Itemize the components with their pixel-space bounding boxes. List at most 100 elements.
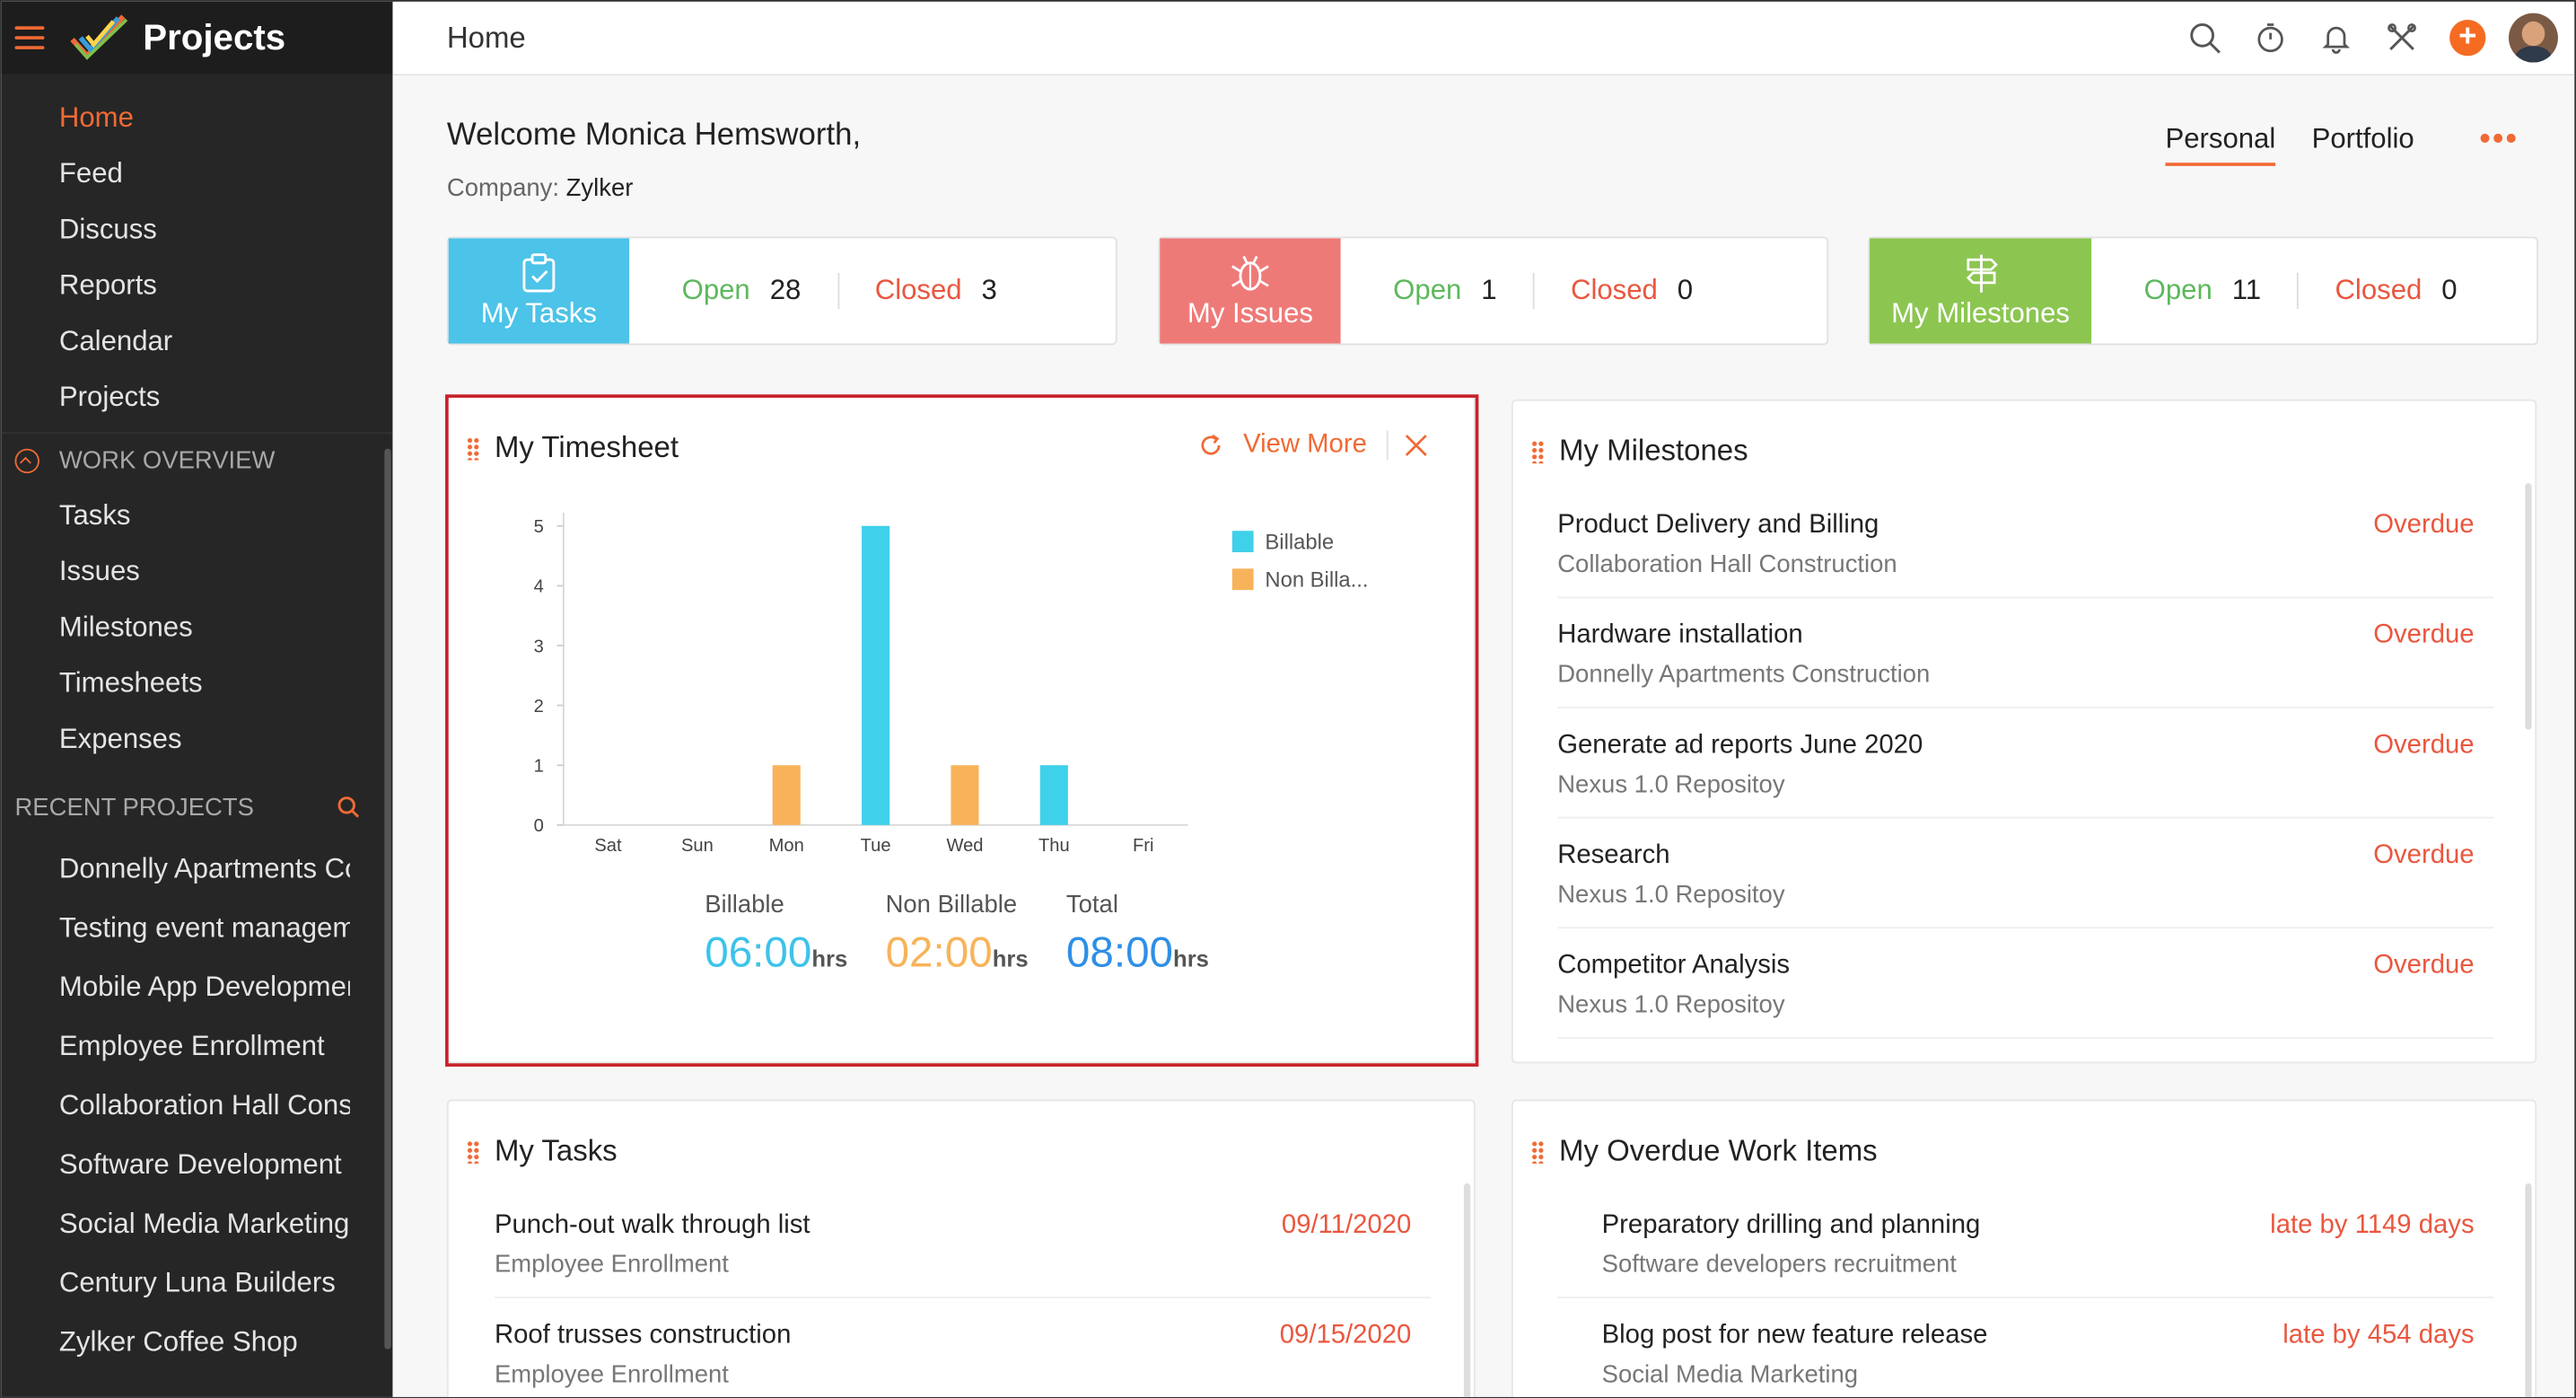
- reports-icon: [14, 274, 39, 298]
- drag-handle-icon[interactable]: [466, 436, 480, 461]
- closed-label[interactable]: Closed: [1570, 274, 1658, 306]
- milestone-row[interactable]: Hardware installation Donnelly Apartments…: [1557, 598, 2494, 708]
- stat-card-issues[interactable]: My Issues Open 1 Closed 0: [1158, 236, 1829, 346]
- overdue-row[interactable]: Preparatory drilling and planning Softwar…: [1557, 1188, 2494, 1299]
- open-label[interactable]: Open: [2143, 274, 2212, 306]
- task-row[interactable]: Roof trusses construction Employee Enroll…: [494, 1298, 1431, 1397]
- milestone-row[interactable]: Research Nexus 1.0 Repositoy Overdue: [1557, 819, 2494, 929]
- closed-count[interactable]: 0: [2441, 274, 2458, 306]
- closed-count[interactable]: 3: [981, 274, 997, 306]
- hamburger-menu-icon[interactable]: [14, 26, 45, 49]
- stat-card-milestones-header[interactable]: My Milestones: [1869, 238, 2092, 344]
- nav-item-projects[interactable]: Projects: [2, 370, 393, 426]
- legend-item-billable[interactable]: Billable: [1231, 523, 1369, 560]
- milestone-project[interactable]: Nexus 1.0 Repositoy: [1557, 881, 1785, 910]
- task-name[interactable]: Roof trusses construction: [494, 1321, 792, 1350]
- nav-item-feed[interactable]: Feed: [2, 146, 393, 202]
- work-overview-item-milestones[interactable]: Milestones: [58, 611, 193, 643]
- recent-project-item[interactable]: Software Development: [2, 1136, 350, 1195]
- closed-label[interactable]: Closed: [874, 274, 962, 306]
- bar-billable-tue[interactable]: [862, 525, 890, 825]
- refresh-icon[interactable]: [1197, 432, 1223, 458]
- bar-billable-thu[interactable]: [1039, 765, 1068, 825]
- milestone-row[interactable]: Generate ad reports June 2020 Nexus 1.0 R…: [1557, 708, 2494, 819]
- bar-non-billa--wed[interactable]: [951, 765, 979, 825]
- milestone-project[interactable]: Nexus 1.0 Repositoy: [1557, 770, 1785, 799]
- open-count[interactable]: 28: [769, 274, 802, 306]
- milestone-project[interactable]: Donnelly Apartments Construction: [1557, 660, 1931, 689]
- nav-item-discuss[interactable]: Discuss: [2, 202, 393, 258]
- stat-card-tasks[interactable]: My Tasks Open 28 Closed 3: [446, 236, 1117, 346]
- legend-item-non-billable[interactable]: Non Billa...: [1231, 560, 1368, 598]
- open-count[interactable]: 11: [2231, 274, 2262, 306]
- open-label[interactable]: Open: [1393, 274, 1462, 306]
- recent-project-item[interactable]: Collaboration Hall Construction: [2, 1077, 350, 1136]
- milestone-status: Overdue: [2373, 841, 2475, 870]
- bug-icon: [1231, 255, 1269, 291]
- work-overview-item-issues[interactable]: Issues: [58, 555, 140, 587]
- notification-bell-icon[interactable]: [2311, 13, 2361, 63]
- tab-personal[interactable]: Personal: [2165, 123, 2276, 166]
- add-new-button[interactable]: +: [2443, 13, 2493, 63]
- search-icon[interactable]: [2180, 13, 2230, 63]
- stat-card-milestones[interactable]: My Milestones Open 11 Closed 0: [1868, 236, 2538, 346]
- milestone-name[interactable]: Generate ad reports June 2020: [1557, 731, 1923, 760]
- scrollbar[interactable]: [2525, 1183, 2532, 1397]
- open-label[interactable]: Open: [681, 274, 750, 306]
- recent-project-item[interactable]: Mobile App Development: [2, 958, 350, 1017]
- tools-icon[interactable]: [2378, 13, 2427, 63]
- stat-card-issues-header[interactable]: My Issues: [1160, 238, 1341, 344]
- recent-project-item[interactable]: Zylker Coffee Shop: [2, 1313, 350, 1372]
- drag-handle-icon[interactable]: [1530, 1140, 1545, 1164]
- timer-icon[interactable]: [2246, 13, 2295, 63]
- overdue-item-project[interactable]: Software developers recruitment: [1601, 1250, 1957, 1279]
- milestone-name[interactable]: Research: [1557, 841, 1670, 870]
- drag-handle-icon[interactable]: [466, 1140, 480, 1164]
- drag-handle-icon[interactable]: [1530, 440, 1545, 464]
- overdue-item-name[interactable]: Blog post for new feature release: [1601, 1321, 1988, 1350]
- close-icon[interactable]: [1405, 434, 1428, 457]
- work-overview-item-expenses[interactable]: Expenses: [58, 723, 182, 755]
- nav-item-reports[interactable]: Reports: [2, 258, 393, 313]
- tab-portfolio[interactable]: Portfolio: [2311, 123, 2414, 155]
- milestone-project[interactable]: Collaboration Hall Construction: [1557, 550, 1897, 579]
- recent-project-item[interactable]: Employee Enrollment: [2, 1017, 350, 1077]
- task-row[interactable]: Punch-out walk through list Employee Enro…: [494, 1188, 1432, 1299]
- recent-project-item[interactable]: Donnelly Apartments Construction: [2, 840, 350, 899]
- stat-card-tasks-header[interactable]: My Tasks: [448, 238, 630, 344]
- scrollbar[interactable]: [2525, 483, 2532, 730]
- open-count[interactable]: 1: [1481, 274, 1497, 306]
- billable-total-value: 06:00: [705, 927, 812, 977]
- nav-item-calendar[interactable]: Calendar: [2, 314, 393, 370]
- recent-project-item[interactable]: Social Media Marketing: [2, 1195, 350, 1254]
- company-line: Company: Zylker: [447, 174, 634, 202]
- work-overview-heading[interactable]: WORK OVERVIEW: [1, 432, 393, 488]
- overdue-row[interactable]: Blog post for new feature release Social …: [1557, 1298, 2493, 1397]
- nav-item-home[interactable]: Home: [2, 91, 393, 146]
- user-avatar[interactable]: [2509, 13, 2558, 63]
- work-overview-item-timesheets[interactable]: Timesheets: [58, 667, 203, 699]
- sidebar-scrollbar[interactable]: [384, 448, 391, 1350]
- scrollbar[interactable]: [1463, 1183, 1471, 1397]
- task-name[interactable]: Punch-out walk through list: [494, 1211, 810, 1240]
- overdue-item-project[interactable]: Social Media Marketing: [1601, 1360, 1859, 1389]
- more-options-icon[interactable]: •••: [2479, 121, 2519, 158]
- task-project[interactable]: Employee Enrollment: [494, 1360, 729, 1389]
- recent-project-item[interactable]: Century Luna Builders: [2, 1254, 350, 1314]
- recent-projects-list: Donnelly Apartments Construction Testing …: [2, 840, 393, 1372]
- milestone-name[interactable]: Competitor Analysis: [1557, 951, 1791, 980]
- closed-count[interactable]: 0: [1677, 274, 1694, 306]
- task-project[interactable]: Employee Enrollment: [494, 1250, 729, 1279]
- work-overview-item-tasks[interactable]: Tasks: [58, 499, 131, 532]
- overdue-item-name[interactable]: Preparatory drilling and planning: [1601, 1211, 1981, 1240]
- search-icon[interactable]: [337, 796, 360, 819]
- recent-project-item[interactable]: Testing event management: [2, 899, 350, 958]
- bar-non-billa--mon[interactable]: [772, 765, 801, 825]
- milestone-row[interactable]: Competitor Analysis Nexus 1.0 Repositoy Ov…: [1557, 928, 2494, 1039]
- milestone-row[interactable]: Product Delivery and Billing Collaboratio…: [1557, 488, 2494, 599]
- milestone-name[interactable]: Hardware installation: [1557, 620, 1803, 650]
- milestone-name[interactable]: Product Delivery and Billing: [1557, 511, 1879, 540]
- closed-label[interactable]: Closed: [2335, 274, 2423, 306]
- view-more-link[interactable]: View More: [1243, 430, 1367, 459]
- milestone-project[interactable]: Nexus 1.0 Repositoy: [1557, 990, 1785, 1019]
